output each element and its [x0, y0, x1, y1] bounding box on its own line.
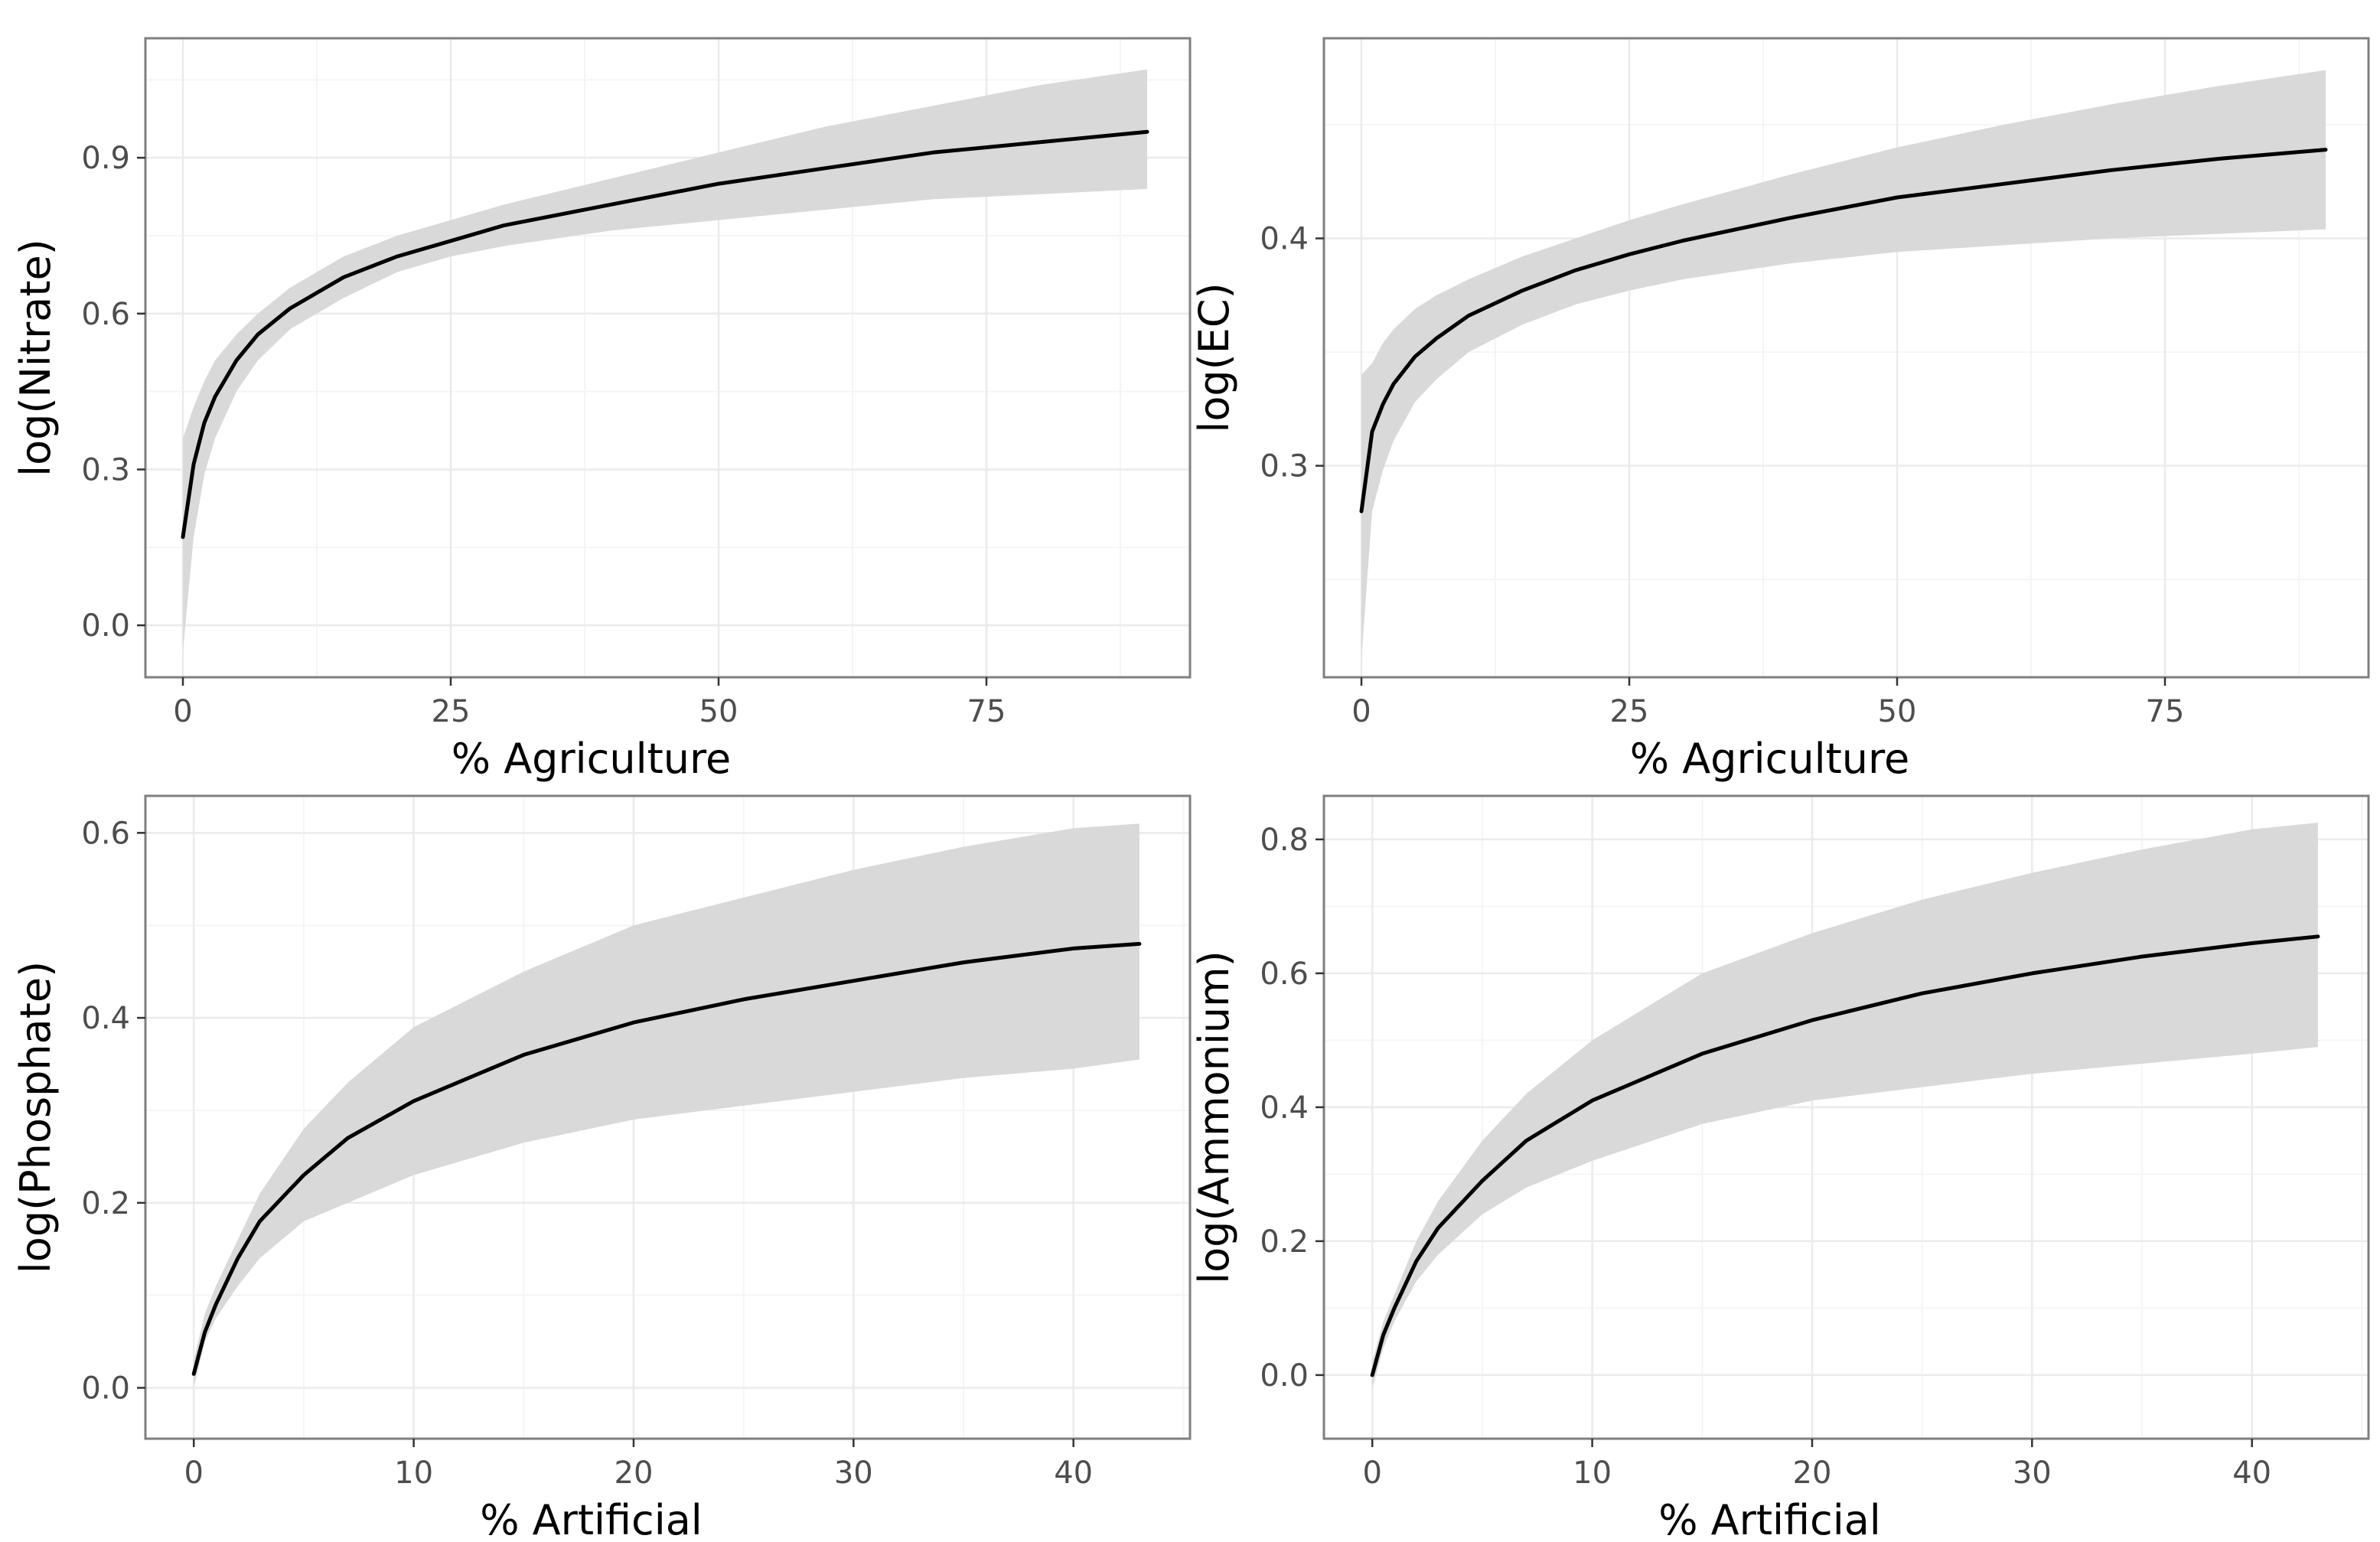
x-tick-label: 75	[2146, 694, 2185, 729]
y-axis-title: log(EC)	[1190, 282, 1238, 432]
y-tick-label: 0.6	[81, 816, 130, 851]
x-tick-label: 10	[394, 1456, 433, 1491]
x-tick-label: 40	[2232, 1456, 2271, 1491]
confidence-ribbon	[183, 69, 1147, 652]
panel-nitrate: 0 25 50 75 0.0 0.3 0.6 0.9 % Agriculture log(Nitr…	[11, 37, 1192, 783]
x-tick-label: 0	[184, 1456, 203, 1491]
y-tick-label: 0.9	[81, 141, 130, 176]
y-tick-label: 0.0	[1260, 1358, 1309, 1394]
y-axis-title: log(Nitrate)	[11, 239, 60, 477]
x-tick-label: 20	[615, 1456, 654, 1491]
y-tick-label: 0.4	[1260, 221, 1309, 256]
x-tick-label: 50	[699, 694, 738, 729]
x-tick-label: 0	[173, 694, 192, 729]
x-tick-label: 75	[967, 694, 1006, 729]
panel-border	[1322, 37, 2370, 679]
y-tick-label: 0.8	[1260, 823, 1309, 858]
panel-border	[144, 37, 1192, 679]
confidence-ribbon	[194, 823, 1139, 1388]
y-tick-label: 0.2	[81, 1186, 130, 1221]
x-tick-label: 30	[2013, 1456, 2052, 1491]
series-line	[191, 941, 1142, 1376]
y-tick-label: 0.3	[81, 452, 130, 487]
confidence-ribbon	[1361, 70, 2326, 660]
x-tick-label: 0	[1351, 694, 1371, 729]
y-tick-label: 0.3	[1260, 449, 1309, 484]
y-tick-label: 0.4	[81, 1001, 130, 1036]
panel-phosphate: 0 10 20 30 40 0.0 0.2 0.4 0.6 % Artificial log(Pho…	[11, 794, 1192, 1542]
y-tick-label: 0.4	[1260, 1090, 1309, 1126]
y-tick-label: 0.0	[81, 608, 130, 644]
x-tick-label: 10	[1573, 1456, 1612, 1491]
panel-border	[144, 794, 1192, 1440]
y-axis-title: log(Ammonium)	[1190, 950, 1238, 1284]
x-axis-title: % Artificial	[1658, 1496, 1881, 1542]
x-tick-label: 25	[432, 694, 471, 729]
x-tick-label: 50	[1878, 694, 1917, 729]
panel-ec: 0 25 50 75 0.3 0.4 % Agriculture log(EC)	[1190, 37, 2370, 783]
x-tick-label: 30	[834, 1456, 873, 1491]
panel-border	[1322, 794, 2370, 1440]
series-line	[181, 129, 1149, 540]
x-tick-label: 40	[1054, 1456, 1093, 1491]
y-axis-title: log(Phosphate)	[11, 961, 60, 1273]
y-tick-label: 0.6	[81, 297, 130, 332]
x-tick-label: 25	[1610, 694, 1649, 729]
x-axis-title: % Artificial	[480, 1496, 703, 1542]
y-tick-label: 0.6	[1260, 957, 1309, 992]
y-tick-label: 0.2	[1260, 1224, 1309, 1260]
series-line	[1359, 148, 2328, 513]
x-axis-title: % Agriculture	[452, 735, 731, 783]
series-line	[1370, 934, 2320, 1377]
y-tick-label: 0.0	[81, 1371, 130, 1407]
x-tick-label: 20	[1793, 1456, 1832, 1491]
panel-ammonium: 0 10 20 30 40 0.0 0.2 0.4 0.6 0.8 % Artificial log(…	[1190, 794, 2370, 1542]
x-axis-title: % Agriculture	[1630, 735, 1909, 783]
x-tick-label: 0	[1362, 1456, 1381, 1491]
